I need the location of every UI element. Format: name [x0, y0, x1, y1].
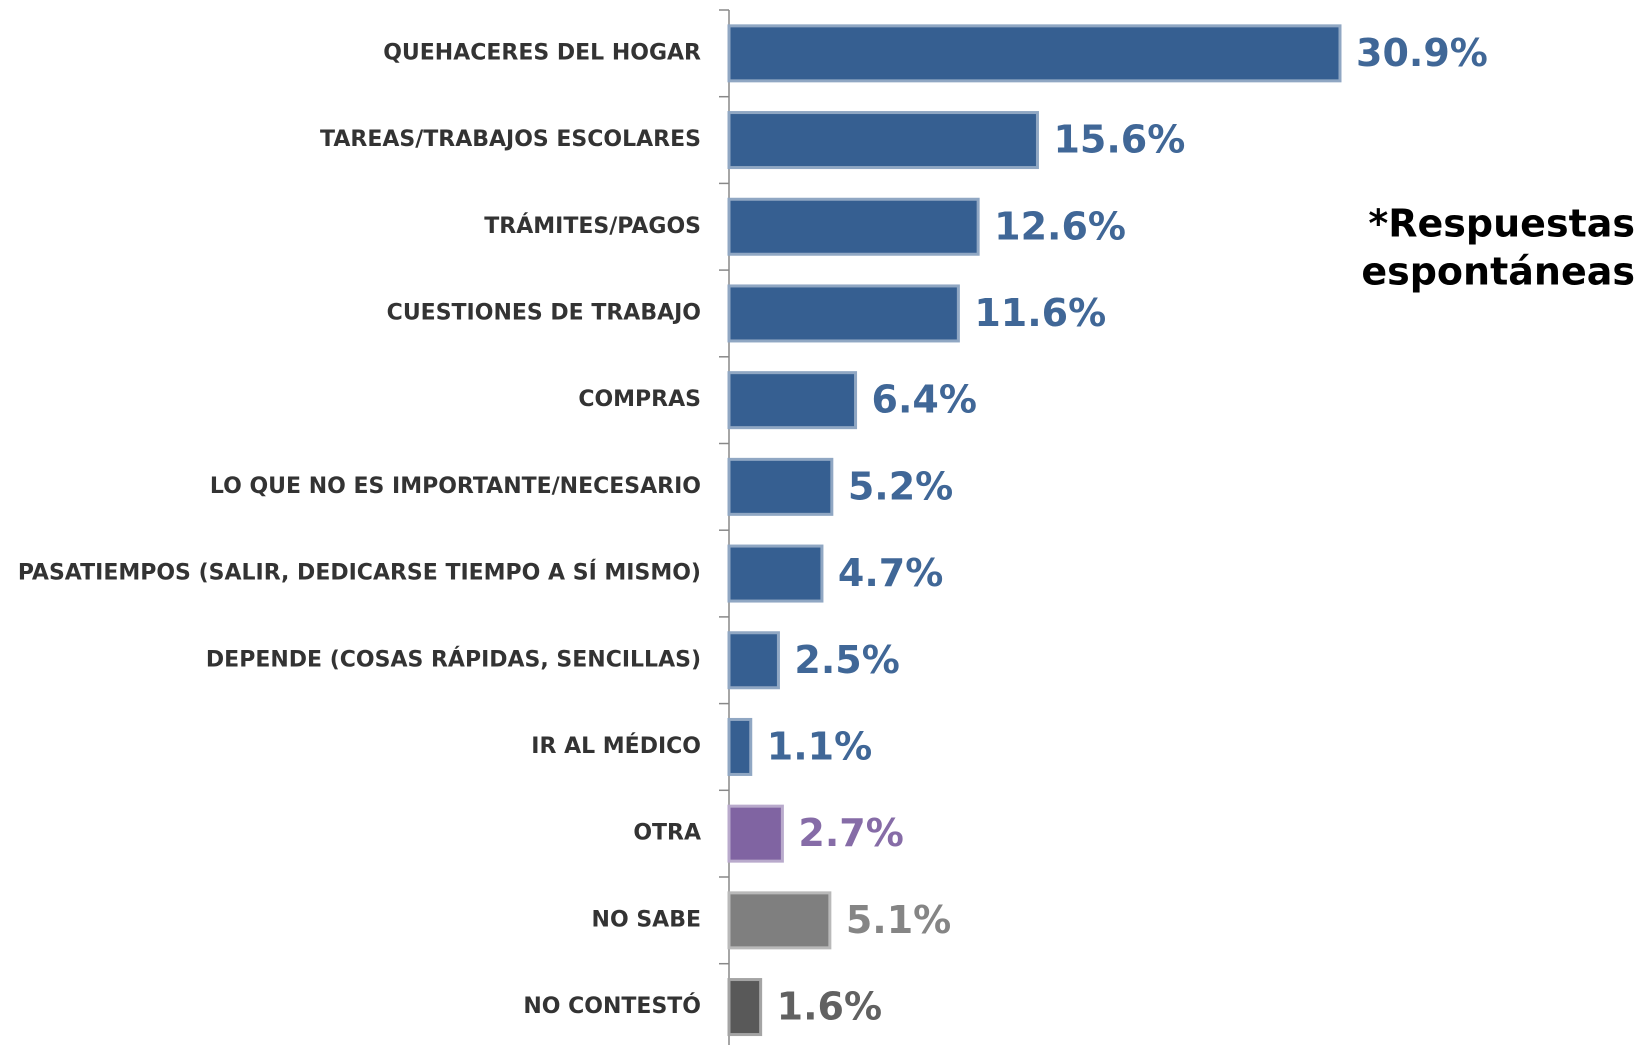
category-label: NO CONTESTÓ — [523, 993, 701, 1019]
category-label: NO SABE — [592, 907, 701, 932]
value-label: 2.5% — [794, 638, 899, 682]
bar — [727, 197, 980, 256]
category-label: LO QUE NO ES IMPORTANTE/NECESARIO — [210, 474, 701, 499]
category-label: OTRA — [633, 821, 701, 846]
bar — [727, 111, 1039, 170]
bar — [727, 804, 784, 863]
value-label: 15.6% — [1053, 118, 1185, 162]
value-label: 6.4% — [872, 378, 977, 422]
bar — [727, 457, 834, 516]
annotation: *Respuestas — [1368, 202, 1635, 246]
value-label: 4.7% — [838, 551, 943, 595]
value-label: 30.9% — [1356, 31, 1488, 75]
category-label: PASATIEMPOS (SALIR, DEDICARSE TIEMPO A S… — [18, 560, 701, 586]
category-label: QUEHACERES DEL HOGAR — [383, 40, 701, 65]
category-label: TAREAS/TRABAJOS ESCOLARES — [320, 127, 701, 152]
category-label: IR AL MÉDICO — [531, 733, 701, 759]
annotation: espontáneas — [1361, 250, 1635, 294]
bar — [727, 284, 960, 343]
bar — [727, 371, 858, 430]
value-label: 12.6% — [994, 204, 1126, 248]
category-label: CUESTIONES DE TRABAJO — [387, 300, 701, 325]
bar — [727, 978, 763, 1037]
category-label: COMPRAS — [578, 387, 701, 412]
value-label: 2.7% — [798, 811, 903, 855]
category-label: TRÁMITES/PAGOS — [484, 213, 701, 239]
value-label: 5.1% — [846, 898, 951, 942]
category-label: DEPENDE (COSAS RÁPIDAS, SENCILLAS) — [206, 646, 701, 672]
bar — [727, 24, 1342, 83]
bar — [727, 891, 832, 950]
value-label: 5.2% — [848, 464, 953, 508]
value-label: 1.1% — [767, 724, 872, 768]
bar — [727, 544, 824, 603]
bar — [727, 631, 780, 690]
bar — [727, 717, 753, 776]
value-label: 1.6% — [777, 985, 882, 1029]
value-label: 11.6% — [974, 291, 1106, 335]
